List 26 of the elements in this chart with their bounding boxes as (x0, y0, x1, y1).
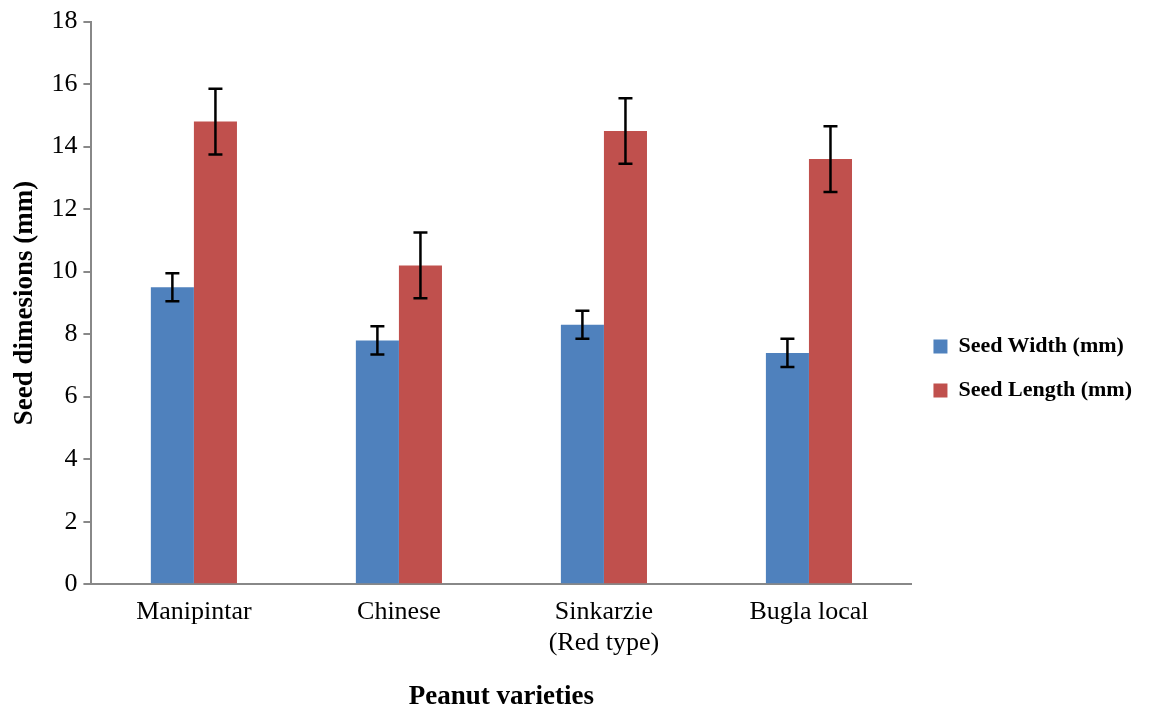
x-tick-label: Bugla local (749, 595, 869, 625)
y-tick-label: 0 (64, 568, 78, 598)
legend-label: Seed Length (mm) (958, 376, 1133, 402)
bar (150, 287, 194, 584)
bar (603, 130, 647, 584)
x-tick-label: Manipintar (136, 595, 253, 625)
y-tick-label: 18 (51, 5, 78, 35)
y-tick-label: 16 (51, 67, 78, 97)
y-tick-label: 10 (51, 255, 78, 285)
y-tick-label: 6 (64, 380, 78, 410)
y-tick-label: 12 (51, 192, 78, 222)
y-tick-label: 8 (64, 317, 78, 347)
bar (355, 340, 399, 584)
y-axis-title: Seed dimesions (mm) (8, 180, 39, 426)
bar (398, 265, 442, 584)
x-axis-title: Peanut varieties (408, 679, 595, 710)
y-tick-label: 2 (64, 505, 78, 535)
x-tick-label: Sinkarzie (Red type) (548, 595, 660, 656)
legend-label: Seed Width (mm) (958, 332, 1124, 358)
bar (765, 352, 809, 584)
bar (808, 159, 853, 584)
bar (193, 121, 237, 584)
y-tick-label: 14 (51, 130, 78, 160)
y-tick-label: 4 (64, 443, 78, 473)
x-tick-label: Chinese (357, 595, 441, 625)
bar (560, 324, 604, 584)
